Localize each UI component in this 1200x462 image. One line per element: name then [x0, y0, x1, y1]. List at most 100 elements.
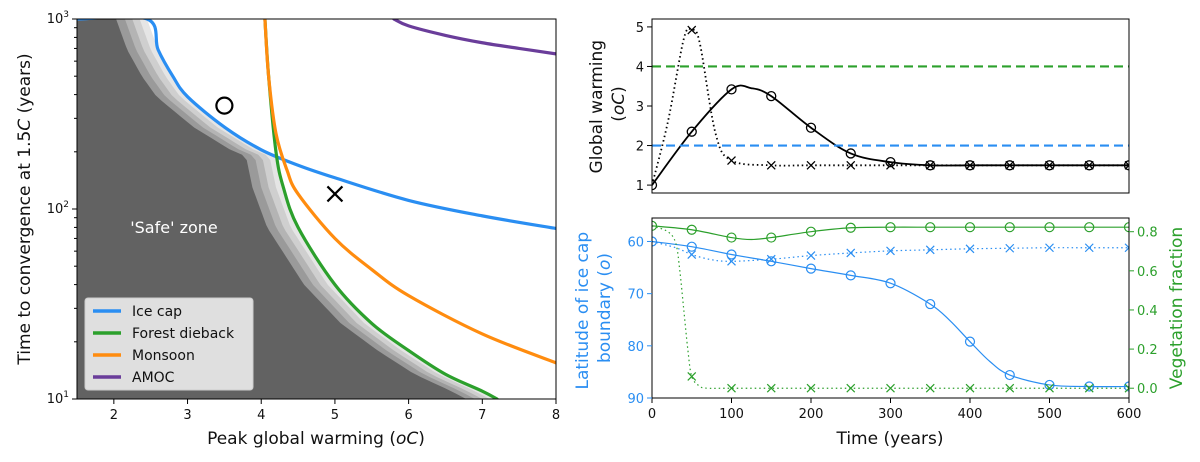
- series-ice-cap-latitude-dotted-x-marker-500: [1045, 243, 1054, 253]
- icecap-vegetation-markers: [652, 220, 1129, 393]
- series-ice-cap-latitude-dotted-x-marker-350: [925, 245, 935, 255]
- series-monsoon-line: [263, 19, 556, 365]
- left-ytick-label-1000: 103: [47, 10, 69, 27]
- series-vegetation-fraction-dotted-x-marker-400: [965, 383, 975, 393]
- series-vegetation-fraction-solid-circles-marker-550: [1084, 222, 1095, 233]
- top-right-plot-area: [652, 25, 1129, 191]
- bottom-xtick-label-300: 300: [878, 407, 903, 422]
- series-solid-circle-markers-line: [652, 84, 1129, 186]
- series-ice-cap-latitude-solid-circles-marker-550: [1084, 381, 1095, 392]
- bottom-right-ticks: 0 100 200 300 400 500 600 60 70 80 90 0.0 0.2 0.4 0.6 0…: [627, 226, 1157, 422]
- bottom-right-ytick-label-0.2: 0.2: [1137, 343, 1158, 358]
- series-solid-circle-markers-marker-600: [1123, 160, 1129, 171]
- series-vegetation-fraction-dotted-x-marker-50: [687, 372, 697, 381]
- warming-series-lines: [652, 27, 1129, 186]
- series-vegetation-fraction-solid-circles-marker-200: [805, 226, 817, 237]
- series-vegetation-fraction-solid-circles-marker-600: [1123, 222, 1129, 233]
- series-vegetation-fraction-dotted-x-line: [652, 225, 1129, 389]
- left-xlabel: Peak global warming (oC): [207, 429, 425, 449]
- series-ice-cap-latitude-solid-circles-marker-200: [805, 263, 817, 274]
- bottom-xtick-label-600: 600: [1117, 407, 1142, 422]
- series-vegetation-fraction-solid-circles-marker-50: [686, 224, 697, 235]
- series-vegetation-fraction-solid-circles-marker-400: [964, 222, 976, 233]
- series-vegetation-fraction-solid-circles-marker-100: [726, 232, 737, 243]
- series-vegetation-fraction-dotted-x-marker-100: [727, 383, 736, 393]
- series-vegetation-fraction-dotted-x-marker-550: [1084, 383, 1094, 393]
- series-solid-circle-markers-marker-500: [1044, 160, 1055, 171]
- series-ice-cap-latitude-solid-circles-marker-450: [1004, 369, 1015, 381]
- series-vegetation-fraction-solid-circles-marker-450: [1004, 222, 1015, 233]
- series-solid-circle-markers-marker-400: [964, 160, 976, 171]
- legend-label-forest-dieback: Forest dieback: [132, 326, 235, 342]
- series-amoc-line: [392, 19, 556, 56]
- series-ice-cap-latitude-solid-circles-marker-600: [1123, 381, 1129, 392]
- series-ice-cap-latitude-dotted-x-marker-50: [687, 250, 697, 259]
- series-ice-cap-latitude-dotted-x-marker-250: [846, 248, 856, 258]
- top-ytick-label-5: 5: [636, 21, 644, 36]
- bottom-left-ytick-label-70: 70: [627, 288, 644, 303]
- series-ice-cap-latitude-solid-circles-marker-400: [964, 336, 976, 347]
- series-vegetation-fraction-dotted-x-marker-350: [925, 383, 935, 393]
- top-right-ylabel: Global warming (oC): [587, 35, 629, 174]
- series-ice-cap-line: [77, 19, 556, 231]
- series-vegetation-fraction-dotted-x-marker-450: [1005, 383, 1015, 393]
- warming-series-markers: [652, 25, 1129, 191]
- series-dotted-x-markers-marker-400: [965, 160, 975, 170]
- left-ytick-label-10: 101: [47, 390, 69, 407]
- series-ice-cap-latitude-solid-circles-marker-50: [686, 241, 697, 252]
- series-ice-cap-latitude-dotted-x-marker-300: [886, 246, 895, 256]
- bottom-left-ytick-label-80: 80: [627, 340, 644, 355]
- left-xtick-label-5: 5: [331, 408, 339, 423]
- bottom-right-ytick-label-0.6: 0.6: [1137, 265, 1158, 280]
- series-solid-circle-markers-marker-200: [805, 122, 817, 133]
- bottom-xtick-label-200: 200: [799, 407, 824, 422]
- top-ytick-label-2: 2: [636, 140, 644, 155]
- bottom-xtick-label-0: 0: [648, 407, 656, 422]
- series-vegetation-fraction-dotted-x-marker-300: [886, 383, 895, 393]
- legend-label-ice-cap: Ice cap: [132, 304, 182, 320]
- bottom-right-plot-area: [652, 220, 1129, 393]
- series-ice-cap-latitude-dotted-x-marker-100: [727, 256, 736, 266]
- series-dotted-x-markers-marker-550: [1084, 160, 1094, 170]
- series-vegetation-fraction-dotted-x-marker-200: [806, 383, 816, 393]
- left-xtick-label-3: 3: [183, 408, 191, 423]
- top-ytick-label-1: 1: [636, 179, 644, 194]
- series-dotted-x-markers-marker-250: [846, 160, 856, 170]
- series-solid-circle-markers-marker-450: [1004, 160, 1015, 171]
- series-vegetation-fraction-dotted-x-marker-600: [1124, 383, 1129, 393]
- series-dotted-x-markers-marker-600: [1124, 160, 1129, 170]
- bottom-xtick-label-400: 400: [958, 407, 983, 422]
- series-vegetation-fraction-solid-circles-marker-350: [925, 222, 936, 233]
- series-solid-circle-markers-marker-550: [1084, 160, 1095, 171]
- bottom-right-ytick-label-0.0: 0.0: [1137, 382, 1158, 397]
- series-solid-circle-markers-marker-150: [766, 90, 777, 102]
- series-vegetation-fraction-solid-circles-marker-150: [766, 232, 777, 243]
- series-vegetation-fraction-solid-circles-marker-500: [1044, 222, 1055, 233]
- series-ice-cap-latitude-solid-circles-marker-150: [766, 256, 777, 267]
- series-forest-dieback-line: [263, 19, 499, 399]
- series-ice-cap-latitude-solid-circles-marker-250: [845, 270, 856, 281]
- series-dotted-x-markers-marker-300: [886, 160, 895, 170]
- series-solid-circle-markers-marker-50: [686, 126, 697, 137]
- series-vegetation-fraction-dotted-x-marker-500: [1045, 383, 1054, 393]
- top-ytick-label-3: 3: [636, 100, 644, 115]
- series-vegetation-fraction-dotted-x-marker-250: [846, 383, 856, 393]
- series-dotted-x-markers-marker-500: [1045, 160, 1054, 170]
- left-ylabel: Time to convergence at 1.5C (years): [15, 53, 35, 365]
- series-ice-cap-latitude-dotted-x-marker-150: [766, 254, 776, 264]
- left-scenario-markers: [215, 96, 344, 203]
- legend-label-amoc: AMOC: [132, 370, 175, 386]
- series-solid-circle-markers-marker-300: [885, 157, 896, 168]
- bottom-right-xlabel: Time (years): [835, 429, 943, 449]
- top-right-panel: 1 2 3 4 5 Global warming (oC): [587, 18, 1130, 194]
- bottom-right-panel: 0 100 200 300 400 500 600 60 70 80 90 0.0 0.2 0.4 0.6 0…: [573, 217, 1187, 449]
- series-dotted-x-markers-marker-200: [806, 160, 816, 170]
- series-ice-cap-latitude-solid-circles-marker-100: [726, 249, 737, 260]
- left-xtick-label-2: 2: [110, 408, 118, 423]
- series-dotted-x-markers-marker-100: [727, 156, 736, 166]
- icecap-vegetation-lines: [652, 225, 1129, 389]
- series-solid-circle-markers-marker-100: [726, 84, 737, 95]
- bottom-right-axes-frame: [651, 217, 1130, 399]
- left-panel: 2 3 4 5 6 7 8 101 102 103 'Safe' zone Peak global…: [15, 10, 560, 449]
